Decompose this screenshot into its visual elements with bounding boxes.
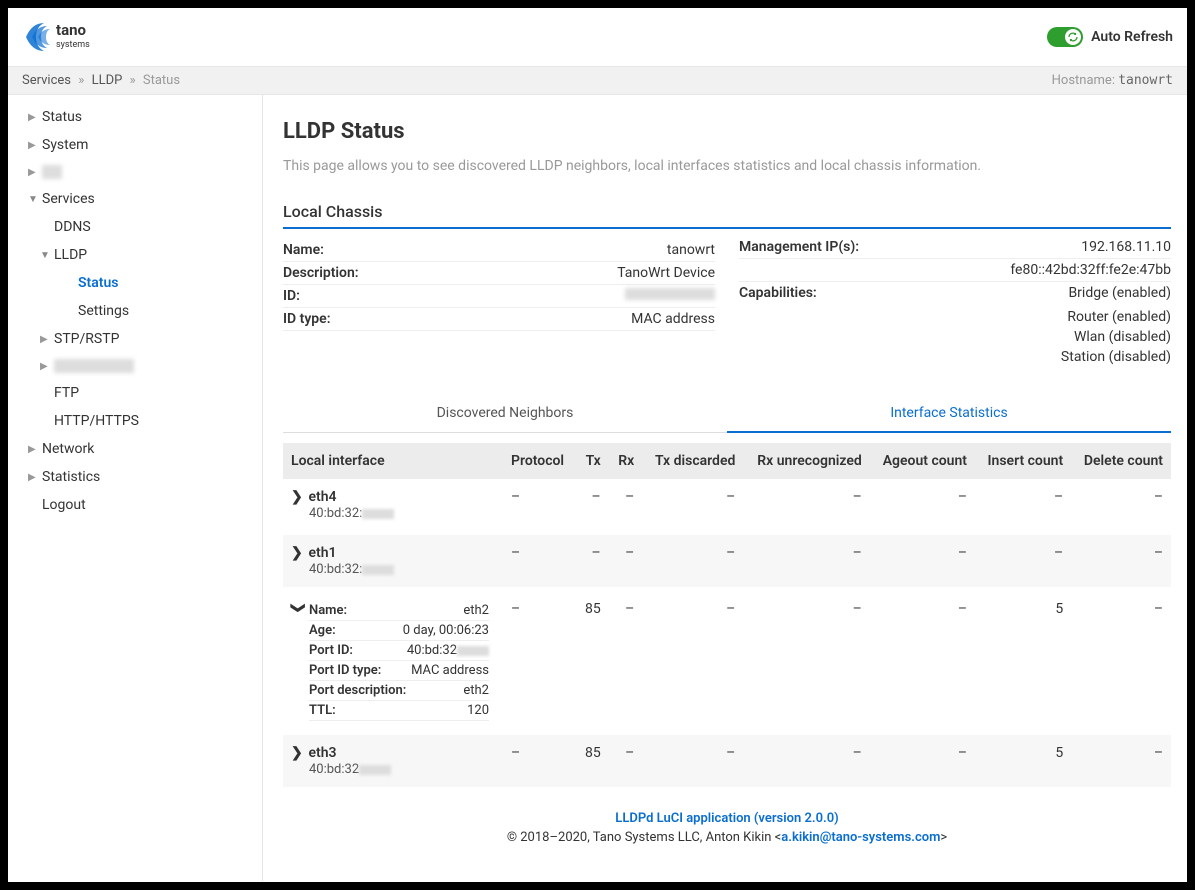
tab-interface-statistics[interactable]: Interface Statistics xyxy=(727,395,1171,433)
expand-icon[interactable]: ❯ xyxy=(291,545,305,561)
col-insert-count: Insert count xyxy=(975,443,1071,479)
sidebar: ▶Status ▶System ▶ ▼Services DDNS ▼LLDP S… xyxy=(8,95,263,881)
svg-text:systems: systems xyxy=(56,40,90,50)
sidebar-item-stp[interactable]: ▶STP/RSTP xyxy=(14,325,256,353)
sidebar-item-logout[interactable]: Logout xyxy=(14,491,256,519)
page-description: This page allows you to see discovered L… xyxy=(283,158,1171,174)
sidebar-item-redacted2[interactable]: ▶ xyxy=(14,353,256,379)
main-content: LLDP Status This page allows you to see … xyxy=(263,95,1187,881)
table-row: ❯ eth4 40:bd:32: – – – – – – – – xyxy=(283,479,1171,533)
sidebar-item-status[interactable]: ▶Status xyxy=(14,103,256,131)
sidebar-item-ddns[interactable]: DDNS xyxy=(14,213,256,241)
sidebar-item-ftp[interactable]: FTP xyxy=(14,379,256,407)
sidebar-item-lldp[interactable]: ▼LLDP xyxy=(14,241,256,269)
auto-refresh-toggle[interactable] xyxy=(1047,27,1083,47)
crumb-status: Status xyxy=(143,73,180,88)
tab-discovered-neighbors[interactable]: Discovered Neighbors xyxy=(283,395,727,433)
sidebar-item-services[interactable]: ▼Services xyxy=(14,185,256,213)
col-ageout-count: Ageout count xyxy=(870,443,975,479)
col-rx-unrecognized: Rx unrecognized xyxy=(743,443,869,479)
header: tano systems Auto Refresh xyxy=(8,8,1187,66)
hostname: Hostname: tanowrt xyxy=(1052,73,1173,88)
logo: tano systems xyxy=(22,17,122,57)
col-tx-discarded: Tx discarded xyxy=(642,443,743,479)
svg-text:tano: tano xyxy=(56,21,86,39)
refresh-icon xyxy=(1067,31,1079,43)
col-protocol: Protocol xyxy=(503,443,575,479)
section-local-chassis: Local Chassis xyxy=(283,202,1171,221)
sidebar-item-lldp-status[interactable]: Status xyxy=(14,269,256,297)
footer: LLDPd LuCI application (version 2.0.0) ©… xyxy=(283,791,1171,857)
crumb-services[interactable]: Services xyxy=(22,73,71,88)
col-local-interface: Local interface xyxy=(283,443,503,479)
table-row: ❯ eth3 40:bd:32 – 85 – – – – 5 – xyxy=(283,733,1171,789)
sidebar-item-system[interactable]: ▶System xyxy=(14,131,256,159)
footer-app-link[interactable]: LLDPd LuCI application (version 2.0.0) xyxy=(615,811,838,826)
sidebar-item-network[interactable]: ▶Network xyxy=(14,435,256,463)
sidebar-item-lldp-settings[interactable]: Settings xyxy=(14,297,256,325)
crumb-lldp[interactable]: LLDP xyxy=(92,73,123,88)
breadcrumb: Services » LLDP » Status xyxy=(22,73,180,88)
sidebar-item-redacted[interactable]: ▶ xyxy=(14,159,256,185)
page-title: LLDP Status xyxy=(283,119,1171,144)
table-row: ❯ eth1 40:bd:32: – – – – – – – – xyxy=(283,533,1171,589)
breadcrumb-bar: Services » LLDP » Status Hostname: tanow… xyxy=(8,66,1187,95)
col-delete-count: Delete count xyxy=(1071,443,1171,479)
interface-stats-table: Local interface Protocol Tx Rx Tx discar… xyxy=(283,443,1171,791)
sidebar-item-statistics[interactable]: ▶Statistics xyxy=(14,463,256,491)
footer-email-link[interactable]: a.kikin@tano-systems.com xyxy=(781,830,940,845)
table-row: ❯ Name:eth2 Age:0 day, 00:06:23 Port ID:… xyxy=(283,589,1171,733)
tabs: Discovered Neighbors Interface Statistic… xyxy=(283,395,1171,433)
col-tx: Tx xyxy=(575,443,608,479)
expand-icon[interactable]: ❯ xyxy=(291,745,305,761)
collapse-icon[interactable]: ❯ xyxy=(290,602,306,616)
sidebar-item-http[interactable]: HTTP/HTTPS xyxy=(14,407,256,435)
auto-refresh[interactable]: Auto Refresh xyxy=(1047,27,1173,47)
col-rx: Rx xyxy=(609,443,643,479)
auto-refresh-label: Auto Refresh xyxy=(1091,29,1173,45)
expand-icon[interactable]: ❯ xyxy=(291,489,305,505)
local-chassis: Name:tanowrt Description:TanoWrt Device … xyxy=(283,239,1171,367)
